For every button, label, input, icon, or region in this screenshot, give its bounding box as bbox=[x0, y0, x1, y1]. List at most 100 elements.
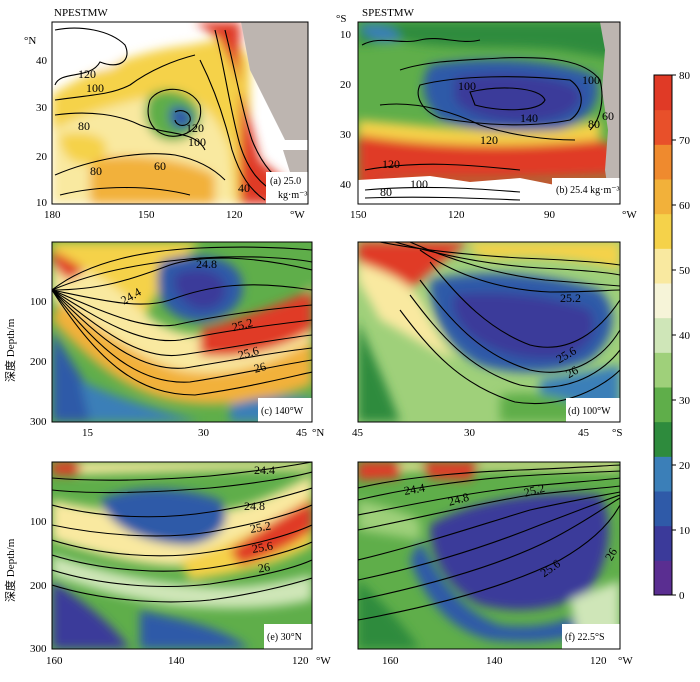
contour-label: 25.6 bbox=[236, 343, 260, 362]
contour-label: 25.2 bbox=[230, 315, 254, 334]
colorbar-swatch bbox=[654, 456, 672, 492]
contour-label: 120 bbox=[78, 67, 96, 81]
contour-label: 24.8 bbox=[447, 490, 471, 509]
contour-label: 120 bbox=[186, 121, 204, 135]
colorbar-tick-label: 80 bbox=[679, 70, 691, 82]
colorbar-swatch bbox=[654, 317, 672, 353]
panel-b-xtick: 150 bbox=[350, 209, 367, 221]
colorbar-tick-label: 10 bbox=[679, 525, 691, 537]
panel-c-xtick: 45 bbox=[296, 427, 308, 439]
panel-b-ytick: 30 bbox=[340, 129, 352, 141]
contour-label: 60 bbox=[154, 159, 166, 173]
contour-label: 40 bbox=[238, 181, 250, 195]
panel-b-field: 100 140 100 80 60 120 120 100 80 (b) 25.… bbox=[358, 22, 620, 204]
contour-label: 100 bbox=[410, 177, 428, 191]
colorbar-swatch bbox=[654, 75, 672, 111]
panel-b-xunit: °W bbox=[622, 209, 637, 221]
panel-a-label: (a) 25.0 bbox=[270, 176, 301, 187]
panel-e: 深度 Depth/m bbox=[3, 461, 331, 667]
panel-f-frame bbox=[357, 461, 621, 650]
panel-e-frame bbox=[51, 461, 313, 650]
panel-a-frame bbox=[51, 21, 309, 205]
panel-e-ylabel: 深度 Depth/m bbox=[3, 538, 17, 602]
colorbar-tick-label: 50 bbox=[679, 265, 691, 277]
panel-e-ytick: 200 bbox=[30, 580, 47, 592]
colorbar-swatch bbox=[654, 144, 672, 180]
panel-a-ytick: 20 bbox=[36, 151, 48, 163]
contour-label: 24.8 bbox=[196, 257, 217, 271]
panel-c-xtick: 15 bbox=[82, 427, 94, 439]
panel-e-label: (e) 30°N bbox=[267, 632, 302, 643]
panel-c-xtick: 30 bbox=[198, 427, 210, 439]
panel-d-xtick: 45 bbox=[352, 427, 364, 439]
colorbar-swatch bbox=[654, 283, 672, 319]
panel-a-ytick: 40 bbox=[36, 55, 48, 67]
panel-e-xtick: 140 bbox=[168, 655, 185, 667]
panel-a: NPESTMW °N bbox=[24, 7, 309, 221]
colorbar-tick-label: 70 bbox=[679, 135, 691, 147]
panel-d-label: (d) 100°W bbox=[568, 406, 611, 417]
panel-a-xunit: °W bbox=[290, 209, 305, 221]
panel-a-unit: kg·m⁻³ bbox=[278, 190, 307, 201]
panel-b-ytick: 20 bbox=[340, 79, 352, 91]
colorbar-tick-label: 20 bbox=[679, 460, 691, 472]
colorbar-swatch bbox=[654, 525, 672, 561]
colorbar-swatch bbox=[654, 560, 672, 596]
panel-b-xtick: 90 bbox=[544, 209, 556, 221]
colorbar-swatches bbox=[654, 75, 672, 596]
panel-a-xtick: 180 bbox=[44, 209, 61, 221]
colorbar-swatch bbox=[654, 213, 672, 249]
panel-d-field: 25.2 25.6 26 (d) 100°W bbox=[358, 242, 620, 422]
panel-a-field: 120 100 80 120 100 60 80 40 (a) 25.0 kg·… bbox=[52, 22, 308, 204]
panel-c: 深度 Depth/m bbox=[3, 241, 324, 439]
colorbar-tick-label: 40 bbox=[679, 330, 691, 342]
colorbar-swatch bbox=[654, 387, 672, 423]
colorbar-swatch bbox=[654, 179, 672, 215]
contour-label: 100 bbox=[86, 81, 104, 95]
panel-d-xunit: °S bbox=[612, 427, 623, 439]
panel-d-xtick: 30 bbox=[464, 427, 476, 439]
panel-a-title: NPESTMW bbox=[54, 7, 108, 19]
contour-label: 80 bbox=[78, 119, 90, 133]
contour-label: 120 bbox=[480, 133, 498, 147]
colorbar-swatch bbox=[654, 248, 672, 284]
contour-label: 26 bbox=[257, 560, 271, 576]
contour-label: 140 bbox=[520, 111, 538, 125]
panel-e-xunit: °W bbox=[316, 655, 331, 667]
colorbar-tick-label: 30 bbox=[679, 395, 691, 407]
panel-c-ytick: 300 bbox=[30, 416, 47, 428]
panel-b-contour-labels: 100 140 100 80 60 120 120 100 80 bbox=[380, 73, 614, 199]
panel-a-contour-labels: 120 100 80 120 100 60 80 40 bbox=[78, 67, 250, 195]
panel-d-xtick: 45 bbox=[578, 427, 590, 439]
panel-b-title: SPESTMW bbox=[362, 7, 415, 19]
panel-c-ytick: 200 bbox=[30, 356, 47, 368]
contour-label: 80 bbox=[90, 164, 102, 178]
contour-label: 24.4 bbox=[254, 463, 275, 477]
contour-label: 24.8 bbox=[244, 499, 265, 513]
panel-e-contour-labels: 24.4 24.8 25.2 25.6 26 bbox=[244, 463, 275, 576]
panel-f-xtick: 120 bbox=[590, 655, 607, 667]
colorbar-ticks: 80 70 60 50 40 30 20 10 0 bbox=[672, 70, 691, 602]
panel-b-ytick: 10 bbox=[340, 29, 352, 41]
panel-c-ylabel: 深度 Depth/m bbox=[3, 318, 17, 382]
panel-e-ytick: 100 bbox=[30, 516, 47, 528]
panel-b-xtick: 120 bbox=[448, 209, 465, 221]
panel-f-xunit: °W bbox=[618, 655, 633, 667]
panel-c-ytick: 100 bbox=[30, 296, 47, 308]
panel-b: SPESTMW °S bbox=[336, 7, 637, 221]
colorbar-swatch bbox=[654, 421, 672, 457]
panel-f-label: (f) 22.5°S bbox=[565, 632, 605, 643]
colorbar-swatch bbox=[654, 109, 672, 145]
panel-f-xtick: 160 bbox=[382, 655, 399, 667]
panel-a-ytick: 10 bbox=[36, 197, 48, 209]
panel-b-frame bbox=[357, 21, 621, 205]
panel-f-xtick: 140 bbox=[486, 655, 503, 667]
colorbar-tick-label: 0 bbox=[679, 590, 685, 602]
panel-c-frame bbox=[51, 241, 313, 423]
panel-a-xtick: 150 bbox=[138, 209, 155, 221]
panel-c-label: (c) 140°W bbox=[261, 406, 304, 417]
panel-a-yunit: °N bbox=[24, 35, 36, 47]
contour-label: 25.2 bbox=[522, 481, 546, 500]
panel-b-label: (b) 25.4 kg·m⁻³ bbox=[556, 185, 620, 196]
